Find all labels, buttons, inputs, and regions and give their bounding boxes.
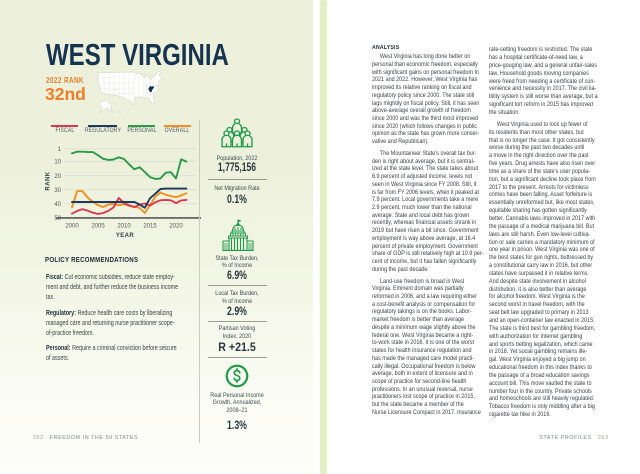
svg-text:2020: 2020 [169, 224, 183, 230]
svg-text:2015: 2015 [143, 224, 157, 230]
svg-text:20: 20 [54, 174, 61, 180]
svg-text:1: 1 [58, 147, 62, 153]
svg-text:YEAR: YEAR [116, 233, 135, 239]
svg-text:40: 40 [54, 202, 61, 208]
svg-text:30: 30 [54, 188, 61, 194]
svg-text:2005: 2005 [91, 224, 105, 230]
svg-text:10: 10 [54, 160, 61, 166]
svg-text:50: 50 [54, 216, 61, 222]
svg-text:RANK: RANK [46, 171, 52, 190]
svg-text:2000: 2000 [65, 224, 79, 230]
svg-text:2010: 2010 [117, 224, 131, 230]
